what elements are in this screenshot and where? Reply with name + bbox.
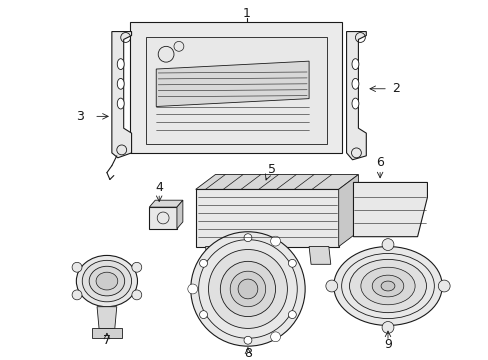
Bar bbox=[129, 22, 341, 153]
Text: 5: 5 bbox=[267, 163, 275, 176]
Polygon shape bbox=[205, 247, 225, 264]
Circle shape bbox=[270, 332, 280, 342]
Text: 2: 2 bbox=[391, 82, 399, 95]
Ellipse shape bbox=[117, 98, 124, 109]
Polygon shape bbox=[156, 61, 308, 107]
Circle shape bbox=[244, 336, 251, 344]
Text: 8: 8 bbox=[244, 347, 251, 360]
Text: 4: 4 bbox=[155, 181, 163, 194]
Circle shape bbox=[187, 284, 197, 294]
Text: 6: 6 bbox=[375, 156, 383, 169]
Polygon shape bbox=[353, 183, 427, 237]
Circle shape bbox=[437, 280, 449, 292]
Circle shape bbox=[190, 232, 305, 346]
Ellipse shape bbox=[117, 59, 124, 69]
Circle shape bbox=[132, 262, 142, 272]
Text: 1: 1 bbox=[243, 7, 250, 20]
Ellipse shape bbox=[380, 281, 394, 291]
Circle shape bbox=[72, 262, 82, 272]
Polygon shape bbox=[338, 175, 358, 247]
Polygon shape bbox=[308, 247, 330, 264]
Text: 7: 7 bbox=[102, 334, 111, 347]
Text: 3: 3 bbox=[76, 110, 84, 123]
Polygon shape bbox=[346, 32, 366, 160]
Circle shape bbox=[230, 271, 265, 307]
Ellipse shape bbox=[333, 247, 441, 325]
Polygon shape bbox=[97, 307, 117, 328]
Ellipse shape bbox=[351, 59, 358, 69]
Polygon shape bbox=[149, 200, 183, 207]
Polygon shape bbox=[177, 200, 183, 229]
Circle shape bbox=[381, 239, 393, 251]
Ellipse shape bbox=[82, 260, 131, 302]
Circle shape bbox=[220, 261, 275, 316]
Circle shape bbox=[199, 311, 207, 319]
Text: 9: 9 bbox=[383, 338, 391, 351]
Bar bbox=[195, 189, 338, 247]
Polygon shape bbox=[112, 32, 131, 158]
Ellipse shape bbox=[351, 98, 358, 109]
Circle shape bbox=[381, 321, 393, 333]
Ellipse shape bbox=[349, 259, 426, 312]
Bar bbox=[146, 37, 326, 144]
Polygon shape bbox=[195, 175, 358, 189]
Ellipse shape bbox=[371, 275, 403, 297]
Circle shape bbox=[238, 279, 257, 299]
Circle shape bbox=[244, 234, 251, 242]
Circle shape bbox=[288, 259, 296, 267]
Ellipse shape bbox=[117, 78, 124, 89]
Circle shape bbox=[72, 290, 82, 300]
Ellipse shape bbox=[76, 256, 137, 307]
Ellipse shape bbox=[89, 266, 124, 296]
Ellipse shape bbox=[351, 78, 358, 89]
Ellipse shape bbox=[96, 272, 118, 290]
Ellipse shape bbox=[360, 267, 414, 305]
Bar bbox=[149, 207, 177, 229]
Bar bbox=[92, 328, 122, 338]
Circle shape bbox=[208, 249, 287, 328]
Circle shape bbox=[199, 259, 207, 267]
Circle shape bbox=[270, 236, 280, 246]
Circle shape bbox=[325, 280, 337, 292]
Circle shape bbox=[132, 290, 142, 300]
Circle shape bbox=[288, 311, 296, 319]
